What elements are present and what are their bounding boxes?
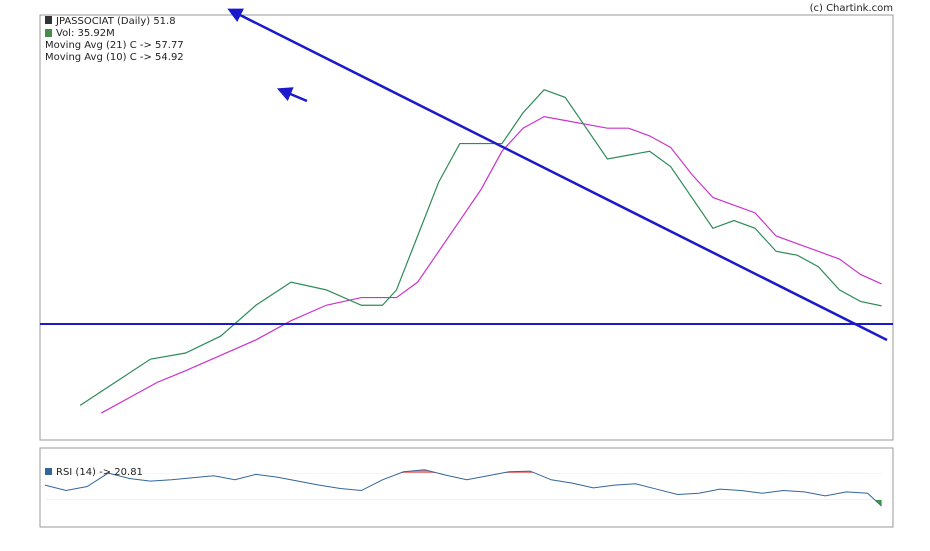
volume-label: Vol: 35.92M [56, 28, 115, 39]
trend-line [227, 8, 888, 342]
price-pane [39, 14, 894, 441]
moving-average [100, 116, 882, 414]
volume-icon [45, 29, 52, 37]
credit: (c) Chartink.com [810, 3, 893, 14]
legend-ma21: Moving Avg (21) C -> 57.77 [45, 40, 184, 51]
plot [44, 88, 882, 507]
rsi-oversold-fill [44, 499, 882, 507]
legend-icon [45, 16, 52, 24]
arrow [276, 87, 308, 103]
rsi-overbought-fill [44, 469, 882, 474]
rsi-pane [39, 447, 894, 528]
rsi-line [44, 469, 882, 507]
rsi-icon [45, 468, 52, 475]
chart-title: JPASSOCIAT (Daily) 51.8 [55, 16, 176, 27]
rsi-legend: RSI (14) -> 20.81 [56, 467, 143, 478]
legend-ma10: Moving Avg (10) C -> 54.92 [45, 52, 184, 63]
moving-average [79, 88, 882, 406]
